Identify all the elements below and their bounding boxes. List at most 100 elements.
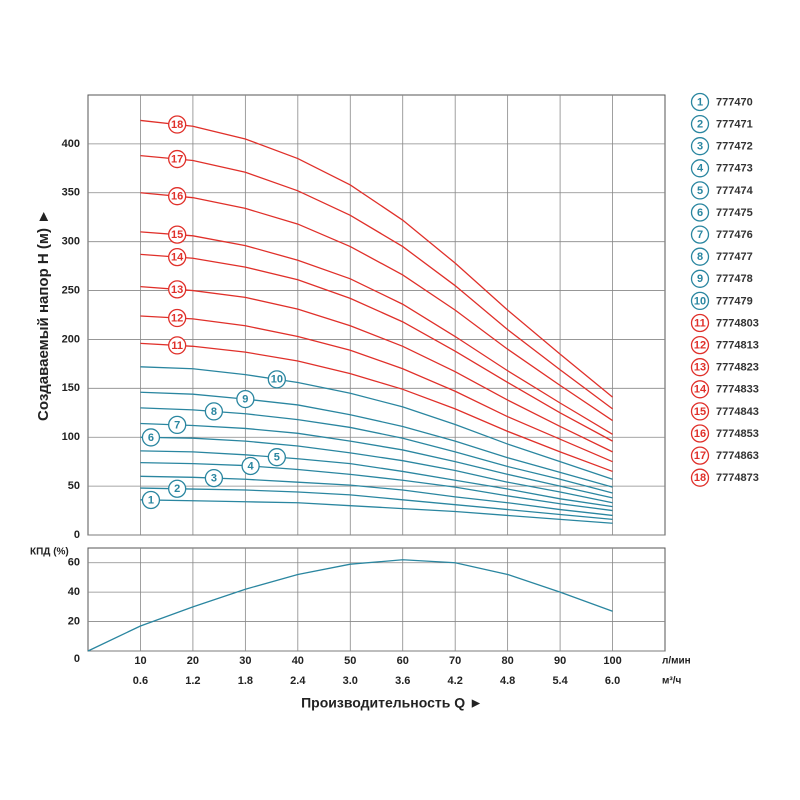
legend-label: 777472 xyxy=(716,141,753,153)
y-tick-label: 150 xyxy=(62,382,80,394)
legend-number: 2 xyxy=(697,119,703,131)
curve xyxy=(140,253,613,442)
curve-marker-label: 13 xyxy=(171,284,183,296)
legend-marker xyxy=(690,92,710,112)
x-tick-label: 60 xyxy=(397,655,409,667)
curve-marker xyxy=(141,428,161,447)
curve xyxy=(140,450,613,508)
curve xyxy=(140,154,613,410)
x-tick-label: 100 xyxy=(603,655,621,667)
y-tick-label: 0 xyxy=(74,529,80,541)
x2-tick-label: 2.4 xyxy=(290,675,306,687)
curve xyxy=(87,559,613,652)
curve-marker xyxy=(168,415,187,435)
curve xyxy=(140,366,613,480)
curve-marker-label: 18 xyxy=(171,119,183,131)
legend-label: 777473 xyxy=(716,163,753,175)
x2-unit: м³/ч xyxy=(662,676,682,687)
legend-label: 7774863 xyxy=(716,450,759,462)
curve-marker xyxy=(168,308,187,328)
y-tick-label: 0 xyxy=(74,653,80,665)
legend-number: 3 xyxy=(697,141,703,153)
curve-marker-label: 9 xyxy=(242,393,248,405)
legend-marker xyxy=(690,137,710,156)
legend-number: 12 xyxy=(694,340,706,352)
legend-label: 7774803 xyxy=(716,317,759,329)
x-tick-label: 90 xyxy=(554,655,566,667)
legend-number: 15 xyxy=(694,406,706,418)
x-unit: л/мин xyxy=(662,656,691,667)
curve-marker xyxy=(241,456,260,476)
curve xyxy=(140,487,613,521)
curve-marker-label: 10 xyxy=(271,374,283,386)
legend-number: 8 xyxy=(697,251,703,263)
curve xyxy=(140,461,613,512)
curve-marker xyxy=(204,468,224,488)
curve xyxy=(140,436,613,504)
curve xyxy=(140,119,613,398)
x2-tick-label: 1.8 xyxy=(238,675,253,687)
legend-marker xyxy=(690,291,710,311)
curve xyxy=(140,315,613,463)
legend-marker xyxy=(690,424,710,443)
y-tick-label: 350 xyxy=(62,187,80,199)
legend-number: 10 xyxy=(694,295,706,307)
legend-label: 777474 xyxy=(716,185,754,197)
x-tick-label: 50 xyxy=(344,655,356,667)
curve xyxy=(140,422,613,499)
x2-tick-label: 3.0 xyxy=(343,675,358,687)
curve-marker-label: 12 xyxy=(171,312,183,324)
curve-marker-label: 4 xyxy=(248,460,255,472)
curve-marker-label: 5 xyxy=(274,452,280,464)
legend-label: 777476 xyxy=(716,229,753,241)
legend-label: 777471 xyxy=(716,119,753,131)
legend-marker xyxy=(690,335,710,355)
curve-marker xyxy=(168,479,187,498)
legend-label: 777475 xyxy=(716,207,753,219)
curve-marker-label: 2 xyxy=(174,483,180,495)
legend-number: 7 xyxy=(697,229,703,241)
curve-marker-label: 11 xyxy=(171,340,183,352)
curve-marker-label: 16 xyxy=(171,191,183,203)
curve-marker xyxy=(204,402,224,421)
y-tick-label: 200 xyxy=(62,333,80,345)
x2-tick-label: 1.2 xyxy=(185,675,200,687)
legend-marker xyxy=(690,247,710,266)
curve-marker xyxy=(168,280,187,299)
curve-marker xyxy=(168,149,187,169)
legend-number: 4 xyxy=(697,163,704,175)
y-tick-label: 60 xyxy=(68,557,80,569)
legend-marker xyxy=(690,203,710,222)
curve-marker xyxy=(236,389,255,409)
curve-marker-label: 7 xyxy=(174,419,180,431)
x-tick-label: 70 xyxy=(449,655,461,667)
curve xyxy=(140,231,613,435)
curve-marker-label: 15 xyxy=(171,229,183,241)
y-tick-label: 40 xyxy=(68,586,80,598)
curve-marker-label: 17 xyxy=(171,153,183,165)
legend-number: 5 xyxy=(697,185,703,197)
curve xyxy=(140,499,613,524)
legend-label: 777478 xyxy=(716,273,753,285)
curve xyxy=(140,285,613,453)
curve-marker xyxy=(267,370,286,389)
legend-number: 17 xyxy=(694,450,706,462)
curve-marker-label: 14 xyxy=(171,252,184,264)
legend-number: 16 xyxy=(694,428,706,440)
legend-marker xyxy=(690,181,710,200)
legend-marker xyxy=(690,446,710,465)
legend-marker xyxy=(690,114,710,134)
y-tick-label: 50 xyxy=(68,480,80,492)
y-tick-label: 300 xyxy=(62,236,80,248)
curve-marker-label: 3 xyxy=(211,472,217,484)
legend-marker xyxy=(690,402,710,421)
legend-marker xyxy=(690,225,710,244)
legend-label: 7774813 xyxy=(716,340,759,352)
x-tick-label: 40 xyxy=(292,655,304,667)
legend-label: 7774843 xyxy=(716,406,759,418)
legend-label: 777470 xyxy=(716,96,753,108)
legend-marker xyxy=(690,313,710,333)
curve-marker xyxy=(168,115,187,134)
curve-marker xyxy=(168,336,187,355)
